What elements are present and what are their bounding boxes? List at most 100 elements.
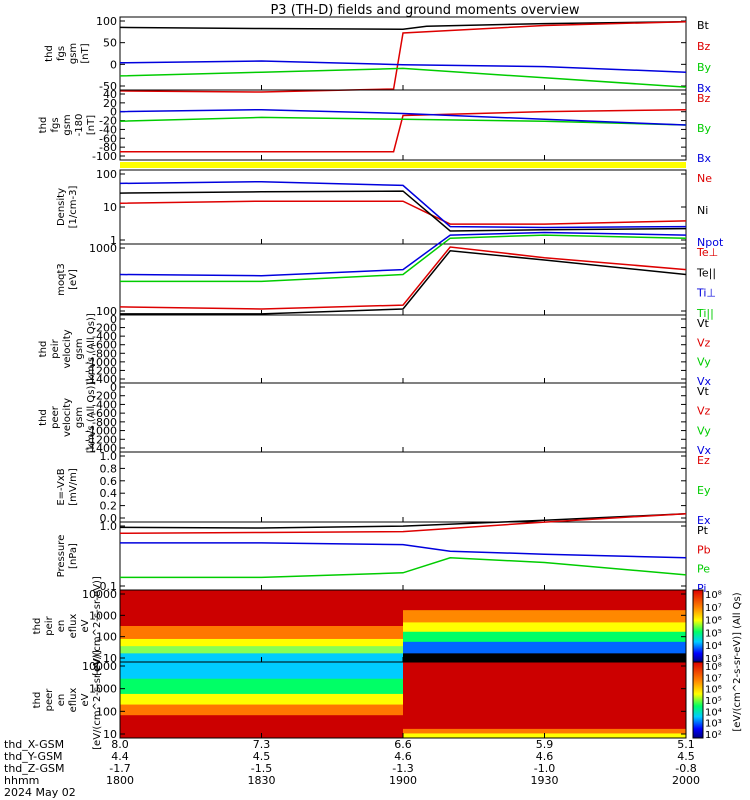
y-tick-label: 10: [103, 652, 117, 665]
series-line-Bz: [120, 108, 687, 153]
panel-frame: [119, 314, 687, 384]
panel-peir-eflux: 10000 1000 100 10 thd peir en eflux eV [eV/(cm^2-…: [32, 576, 687, 676]
y-tick-label: 0: [110, 381, 117, 394]
y-axis-label: gsm: [68, 43, 79, 64]
legend-entry: Vy: [697, 356, 711, 369]
axis-row-value: 4.6: [536, 750, 554, 763]
axis-row-value: -1.5: [251, 762, 272, 775]
panel-density: 100 10 1 Density [1/cm-3] Ne Ni Npot: [56, 168, 724, 249]
y-tick-label: 1.0: [100, 520, 118, 533]
axis-row-label: thd_Z-GSM: [4, 762, 64, 775]
legend-entry: Npot: [697, 236, 724, 249]
y-axis-label: [eV/(cm^2-s-sr-eV)]: [92, 576, 103, 676]
axis-row-label: thd_X-GSM: [4, 738, 64, 751]
colorbar-tick-label: 10⁵: [705, 628, 722, 639]
y-axis-label: [nT]: [80, 43, 91, 63]
panel-frame: [119, 451, 687, 523]
y-tick-label: -800: [92, 416, 117, 429]
y-axis-label: [nT]: [86, 115, 97, 135]
series-line-Npot: [119, 180, 687, 229]
legend-entry: Bt: [697, 19, 710, 32]
legend-entry: By: [697, 61, 712, 74]
panel-peir-velocity: 0-200-400-600-800-1000-1200-1400 thd peir v…: [38, 313, 712, 388]
axis-row-value: 5.9: [536, 738, 554, 751]
colorbar-tick-label: 10³: [705, 719, 722, 730]
series-line-Ti||: [120, 234, 687, 283]
colorbar-tick-label: 10⁵: [705, 696, 722, 707]
legend-entry: Bx: [697, 82, 712, 95]
y-tick-label: 20: [103, 97, 117, 110]
axis-row-value: 4.5: [253, 750, 271, 763]
spectrogram-band: [403, 631, 686, 643]
legend-entry: Vz: [697, 336, 711, 349]
y-axis-label: en: [56, 694, 67, 707]
y-tick-label: -1000: [85, 356, 117, 369]
legend-entry: Vz: [697, 405, 711, 418]
y-tick-label: 100: [96, 631, 117, 644]
y-tick-label: 10000: [82, 660, 117, 673]
y-tick-label: 1000: [89, 683, 117, 696]
y-tick-label: -600: [92, 407, 117, 420]
series-line-Ti⊥: [119, 231, 687, 277]
y-tick-label: -1200: [85, 364, 117, 377]
y-axis-label: [eV]: [68, 269, 79, 290]
panel-efield: 1.00.80.60.40.20.0 E=-VxB [mV/m] Ez Ey Ex: [56, 450, 711, 527]
axis-row-value: -0.8: [675, 762, 696, 775]
legend-entry: By: [697, 122, 712, 135]
axis-row-value: 4.4: [111, 750, 129, 763]
y-tick-label: -400: [92, 398, 117, 411]
y-axis-label: velocity: [62, 329, 73, 368]
y-axis-label: thd: [32, 618, 43, 635]
y-tick-label: -1000: [85, 425, 117, 438]
spectrogram-band: [403, 641, 686, 654]
axis-row-value: 2000: [672, 774, 700, 787]
series-line-Ne: [119, 200, 687, 225]
axis-row-value: 7.3: [253, 738, 271, 751]
axis-row-label: thd_Y-GSM: [4, 750, 63, 763]
spectrogram-band: [120, 646, 403, 654]
legend-entry: Pe: [697, 563, 710, 576]
legend-entry: Vx: [697, 444, 712, 457]
spectrogram-band: [120, 662, 403, 680]
axis-row-label: hhmm: [4, 774, 39, 787]
legend-entry: Ey: [697, 484, 711, 497]
y-axis-label: gsm: [74, 338, 85, 359]
y-tick-label: 100: [96, 168, 117, 181]
date-label: 2024 May 02: [4, 786, 76, 799]
series-line-Te⊥: [119, 246, 687, 310]
legend-entry: Ez: [697, 454, 710, 467]
y-axis-label: peer: [44, 688, 55, 712]
y-axis-label: eflux: [68, 614, 79, 639]
spectrogram-band: [403, 590, 686, 611]
series-line-Bt: [119, 20, 687, 30]
spectrogram-band: [120, 590, 403, 627]
y-tick-label: 100: [96, 305, 117, 318]
panel-pressure: 1.0 0.1 Pressure [nPa] Pt Pb Pe Pi: [56, 512, 711, 595]
axis-row-value: -1.7: [109, 762, 130, 775]
time-axis-rows: thd_X-GSM 8.0 7.3 6.6 5.9 5.1 thd_Y-GSM 4.4 4.5 4…: [4, 738, 700, 787]
y-tick-label: -40: [99, 123, 117, 136]
y-tick-label: -600: [92, 339, 117, 352]
panel-temperature: 1000 100 moqt3 [eV] Te⊥ Te|| Ti⊥ Ti||: [56, 231, 718, 320]
legend-entry: Te⊥: [696, 246, 718, 259]
axis-row-value: 1800: [106, 774, 134, 787]
legend-entry: Pt: [697, 524, 709, 537]
series-line-By: [119, 67, 687, 88]
y-axis-label: thd: [38, 117, 49, 134]
y-axis-label: thd: [38, 409, 49, 426]
panel-frame: [119, 382, 687, 453]
y-axis-label: velocity: [62, 398, 73, 437]
y-tick-label: 10: [103, 728, 117, 741]
series-line-Bz: [119, 20, 687, 93]
y-axis-label: Pressure: [56, 535, 67, 578]
y-tick-label: -50: [99, 80, 117, 93]
panel-frame: [119, 89, 687, 161]
legend-entry: Bz: [697, 92, 711, 105]
y-axis-label: fgs: [56, 46, 67, 61]
colorbar-tick-label: 10³: [705, 654, 722, 665]
legend-entry: Ne: [697, 172, 712, 185]
figure-title: P3 (TH-D) fields and ground moments over…: [270, 3, 579, 18]
y-axis-label: eV: [80, 693, 91, 706]
